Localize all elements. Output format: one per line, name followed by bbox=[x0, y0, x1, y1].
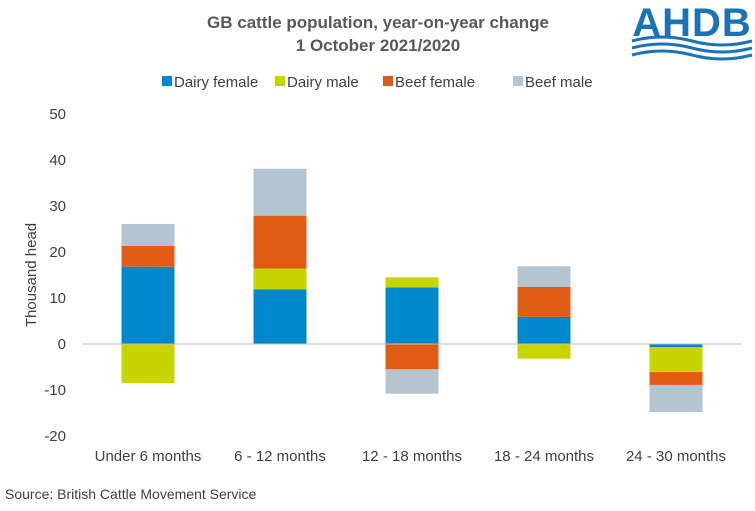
y-tick-label: 30 bbox=[49, 198, 66, 215]
bar-segment bbox=[253, 215, 307, 269]
bar-segment bbox=[121, 246, 175, 267]
legend: Dairy female Dairy male Beef female Beef ma… bbox=[162, 74, 593, 91]
bar-segment bbox=[121, 344, 175, 384]
legend-swatch bbox=[513, 76, 523, 86]
bar-segment bbox=[385, 287, 439, 344]
legend-swatch bbox=[162, 76, 172, 86]
y-axis-label: Thousand head bbox=[23, 223, 40, 327]
category-label: Under 6 months bbox=[95, 448, 202, 465]
bar-segment bbox=[649, 372, 703, 385]
y-tick-label: -10 bbox=[44, 382, 66, 399]
legend-label: Dairy male bbox=[287, 74, 359, 91]
bar-segment bbox=[253, 289, 307, 344]
category-label: 18 - 24 months bbox=[494, 448, 594, 465]
y-tick-label: 50 bbox=[49, 106, 66, 123]
y-tick-label: 20 bbox=[49, 244, 66, 261]
legend-label: Dairy female bbox=[174, 74, 258, 91]
legend-swatch bbox=[383, 76, 393, 86]
bar-segment bbox=[517, 286, 571, 317]
bar-segment bbox=[385, 277, 439, 288]
bar-segment bbox=[121, 223, 175, 247]
y-tick-label: 0 bbox=[58, 336, 66, 353]
bar-segment bbox=[253, 268, 307, 290]
y-tick-label: 10 bbox=[49, 290, 66, 307]
ahdb-logo: AHDB bbox=[631, 1, 753, 61]
bar-segment bbox=[517, 316, 571, 344]
bar-segment bbox=[649, 344, 703, 348]
y-axis-ticks: 50 40 30 20 10 0 -10 -20 bbox=[44, 106, 66, 445]
chart-subtitle: 1 October 2021/2020 bbox=[296, 36, 460, 55]
source-note: Source: British Cattle Movement Service bbox=[5, 486, 257, 502]
category-labels: Under 6 months 6 - 12 months 12 - 18 month… bbox=[95, 448, 726, 465]
legend-swatch bbox=[275, 76, 285, 86]
y-tick-label: 40 bbox=[49, 152, 66, 169]
legend-label: Beef male bbox=[525, 74, 593, 91]
chart-title: GB cattle population, year-on-year chang… bbox=[207, 13, 549, 32]
bar-segment bbox=[121, 266, 175, 344]
bar-segment bbox=[649, 384, 703, 413]
bar-segment bbox=[385, 344, 439, 370]
bar-segment bbox=[517, 344, 571, 359]
category-label: 6 - 12 months bbox=[234, 448, 326, 465]
legend-label: Beef female bbox=[395, 74, 475, 91]
bar-segment bbox=[385, 369, 439, 394]
bar-segment bbox=[649, 347, 703, 373]
bar-segment bbox=[517, 266, 571, 287]
category-label: 12 - 18 months bbox=[362, 448, 462, 465]
bars bbox=[121, 168, 703, 413]
category-label: 24 - 30 months bbox=[626, 448, 726, 465]
y-tick-label: -20 bbox=[44, 428, 66, 445]
bar-segment bbox=[253, 168, 307, 216]
